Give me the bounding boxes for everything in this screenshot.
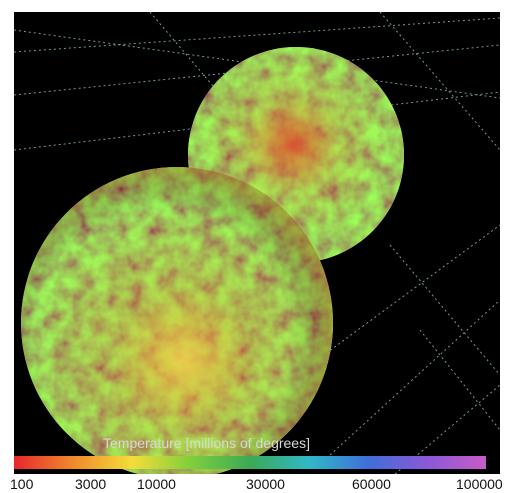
colorbar-title: Temperature [millions of degrees] [103, 435, 310, 451]
colorbar: Temperature [millions of degrees] 100 30… [0, 435, 512, 493]
colorbar-gradient [14, 456, 486, 469]
colorbar-tick-100000: 100000 [456, 476, 503, 492]
perspective-grid [13, 11, 501, 475]
small-sphere [188, 47, 404, 263]
colorbar-tick-30000: 30000 [246, 476, 285, 492]
colorbar-tick-3000: 3000 [75, 476, 106, 492]
colorbar-tick-10000: 10000 [137, 476, 176, 492]
colorbar-tick-100: 100 [10, 476, 34, 492]
large-sphere [21, 167, 333, 479]
colorbar-tick-60000: 60000 [352, 476, 391, 492]
